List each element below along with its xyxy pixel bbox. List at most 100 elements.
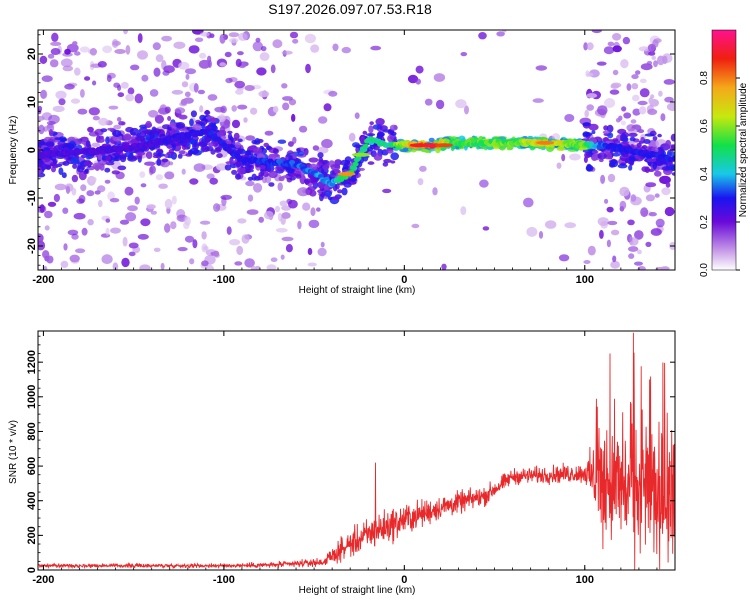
band-blob xyxy=(177,153,183,159)
band-blob xyxy=(354,144,362,149)
noise-blob xyxy=(623,112,632,119)
noise-blob xyxy=(71,174,79,183)
band-blob xyxy=(61,172,67,179)
noise-blob xyxy=(104,179,111,184)
noise-blob xyxy=(200,32,210,37)
noise-blob xyxy=(53,193,61,203)
noise-blob xyxy=(583,42,588,51)
ridge-mark xyxy=(362,144,369,149)
band-blob xyxy=(66,143,75,150)
noise-blob xyxy=(73,212,86,220)
noise-blob xyxy=(607,173,616,183)
band-blob xyxy=(156,148,164,153)
spectrogram-y-ticks: -20 -10 0 10 20 xyxy=(26,34,675,266)
noise-blob xyxy=(328,90,338,97)
x-tick-label: -200 xyxy=(32,574,54,586)
noise-blob xyxy=(62,207,69,214)
noise-blob xyxy=(201,260,209,267)
noise-blob xyxy=(258,216,265,223)
noise-blob xyxy=(648,212,657,217)
noise-blob xyxy=(323,103,332,112)
ridge-peak xyxy=(435,143,453,148)
noise-blob xyxy=(637,100,648,106)
noise-blob xyxy=(651,55,656,60)
band-blob xyxy=(171,142,176,151)
band-blob xyxy=(428,137,435,142)
band-blob xyxy=(135,136,146,141)
noise-blob xyxy=(69,254,80,263)
band-blob xyxy=(309,190,317,197)
noise-blob xyxy=(118,121,126,126)
band-blob xyxy=(628,154,637,162)
noise-blob xyxy=(164,223,171,233)
noise-blob xyxy=(277,182,283,191)
y-tick-label: 10 xyxy=(26,96,38,108)
band-blob xyxy=(151,128,162,135)
noise-blob xyxy=(52,105,65,113)
band-blob xyxy=(277,139,287,144)
band-blob xyxy=(192,123,202,132)
noise-blob xyxy=(244,258,255,268)
band-blob xyxy=(382,161,389,167)
noise-blob xyxy=(632,94,640,102)
x-tick-label: -100 xyxy=(213,274,235,286)
band-blob xyxy=(588,123,599,131)
noise-blob xyxy=(94,190,101,195)
noise-blob xyxy=(630,196,642,206)
noise-blob xyxy=(551,133,561,141)
band-blob xyxy=(244,150,252,156)
noise-blob xyxy=(209,177,218,185)
noise-blob xyxy=(137,33,143,43)
noise-blob xyxy=(435,99,445,110)
noise-blob xyxy=(117,84,122,91)
noise-blob xyxy=(183,221,190,230)
noise-blob xyxy=(288,199,298,209)
noise-blob xyxy=(246,209,259,215)
noise-blob xyxy=(184,91,191,98)
noise-blob xyxy=(424,98,433,106)
noise-blob xyxy=(282,96,293,101)
band-blob xyxy=(166,151,174,156)
noise-blob xyxy=(123,30,128,35)
noise-blob xyxy=(621,106,627,112)
band-blob xyxy=(390,152,400,161)
band-blob xyxy=(263,142,270,148)
band-blob xyxy=(179,116,186,120)
noise-blob xyxy=(77,108,88,115)
band-blob xyxy=(670,144,675,150)
noise-blob xyxy=(39,55,48,64)
band-blob xyxy=(156,158,162,166)
noise-blob xyxy=(171,89,184,95)
noise-blob xyxy=(661,187,671,196)
band-blob xyxy=(617,163,628,169)
band-blob xyxy=(161,158,169,163)
noise-blob xyxy=(606,239,612,248)
snr-panel: -200 -100 0 100 0 200 400 600 800 1000 1200 Heigh… xyxy=(8,330,676,596)
band-blob xyxy=(145,151,153,160)
ridge-peak xyxy=(422,143,441,148)
band-blob xyxy=(317,152,324,159)
noise-blob xyxy=(252,41,263,52)
noise-blob xyxy=(281,236,294,242)
spectrogram-xlabel: Height of straight line (km) xyxy=(299,285,416,296)
noise-blob xyxy=(281,83,288,89)
noise-blob xyxy=(626,83,632,91)
noise-blob xyxy=(354,112,360,119)
noise-blob xyxy=(650,94,655,99)
noise-blob xyxy=(417,178,424,186)
band-blob xyxy=(123,134,132,141)
band-blob xyxy=(340,159,350,166)
noise-blob xyxy=(128,242,139,249)
band-blob xyxy=(204,146,214,152)
band-blob xyxy=(609,159,619,168)
band-blob xyxy=(621,136,629,143)
noise-blob xyxy=(155,174,163,181)
noise-blob xyxy=(125,45,131,55)
noise-blob xyxy=(130,64,140,71)
noise-blob xyxy=(218,114,226,123)
band-blob xyxy=(112,152,120,157)
noise-blob xyxy=(220,194,232,200)
noise-blob xyxy=(639,78,647,84)
noise-blob xyxy=(234,261,243,266)
band-blob xyxy=(281,175,292,179)
